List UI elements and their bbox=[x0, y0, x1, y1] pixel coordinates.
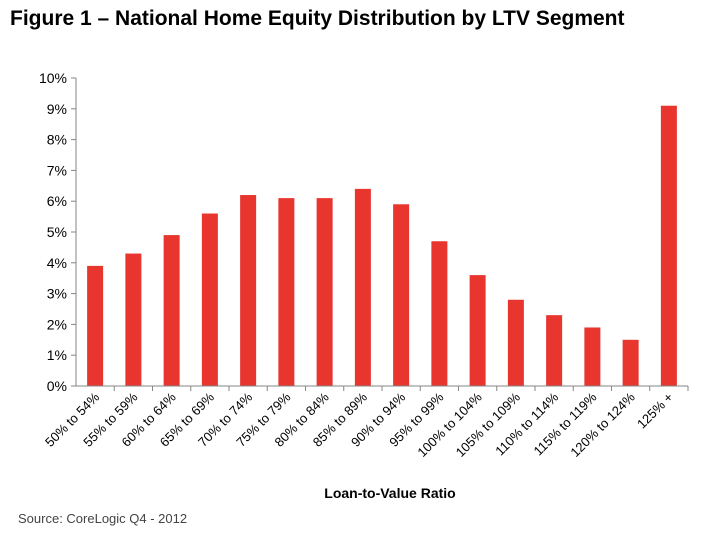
bar bbox=[393, 204, 410, 386]
y-tick-label: 8% bbox=[47, 132, 67, 148]
source-note: Source: CoreLogic Q4 - 2012 bbox=[18, 511, 188, 526]
y-tick-label: 2% bbox=[47, 316, 67, 332]
x-tick-label: 125% + bbox=[634, 390, 676, 432]
y-tick-label: 3% bbox=[47, 286, 67, 302]
bar bbox=[87, 265, 104, 386]
x-axis-label: Loan-to-Value Ratio bbox=[324, 485, 455, 501]
bar bbox=[240, 195, 257, 386]
bars bbox=[87, 105, 677, 386]
bar bbox=[125, 253, 142, 386]
bar bbox=[201, 213, 218, 386]
chart-title: Figure 1 – National Home Equity Distribu… bbox=[10, 7, 625, 30]
y-tick-label: 10% bbox=[39, 70, 67, 86]
y-tick-label: 5% bbox=[47, 224, 67, 240]
bar bbox=[354, 188, 371, 386]
bar bbox=[431, 241, 448, 386]
y-tick-label: 4% bbox=[47, 255, 67, 271]
bar bbox=[546, 315, 563, 386]
x-axis: 50% to 54%55% to 59%60% to 64%65% to 69%… bbox=[42, 385, 689, 460]
bar bbox=[507, 299, 524, 386]
bar bbox=[469, 275, 486, 386]
bar bbox=[163, 235, 180, 386]
y-axis: 0% 1% 2% 3% 4% 5% 6% 7% 8% 9% 10% bbox=[39, 70, 77, 394]
bar bbox=[660, 105, 677, 386]
y-tick-label: 1% bbox=[47, 347, 67, 363]
bar bbox=[584, 327, 601, 386]
bar bbox=[316, 198, 333, 386]
bar bbox=[278, 198, 295, 386]
y-tick-label: 7% bbox=[47, 162, 67, 178]
y-tick-label: 9% bbox=[47, 101, 67, 117]
y-tick-label: 0% bbox=[47, 378, 67, 394]
y-tick-label: 6% bbox=[47, 193, 67, 209]
bar bbox=[622, 339, 639, 386]
